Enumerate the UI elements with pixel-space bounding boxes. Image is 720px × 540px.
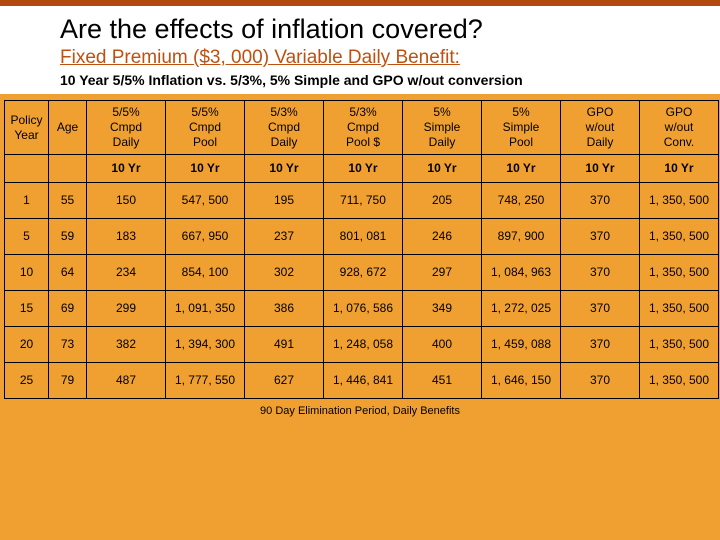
header-band: Are the effects of inflation covered? Fi… — [0, 0, 720, 94]
table-cell: 627 — [245, 363, 324, 399]
table-row: 559183667, 950237801, 081246897, 9003701… — [5, 219, 719, 255]
table-row: 25794871, 777, 5506271, 446, 8414511, 64… — [5, 363, 719, 399]
table-cell: 1, 350, 500 — [640, 363, 719, 399]
table-cell: 1, 248, 058 — [324, 327, 403, 363]
table-cell: 20 — [5, 327, 49, 363]
table-cell: Age — [49, 101, 87, 155]
table-cell: 801, 081 — [324, 219, 403, 255]
table-cell: 854, 100 — [166, 255, 245, 291]
table-cell: 1, 350, 500 — [640, 291, 719, 327]
table-row: 15692991, 091, 3503861, 076, 5863491, 27… — [5, 291, 719, 327]
table-cell: 5/3%CmpdPool $ — [324, 101, 403, 155]
table-cell: 928, 672 — [324, 255, 403, 291]
table-cell: 1, 076, 586 — [324, 291, 403, 327]
table-container: PolicyYearAge5/5%CmpdDaily5/5%CmpdPool5/… — [0, 94, 720, 419]
table-cell: GPOw/outDaily — [561, 101, 640, 155]
table-cell: 370 — [561, 291, 640, 327]
table-cell: 487 — [87, 363, 166, 399]
footer-note: 90 Day Elimination Period, Daily Benefit… — [4, 405, 716, 417]
table-cell: GPOw/outConv. — [640, 101, 719, 155]
table-cell: 10 — [5, 255, 49, 291]
table-cell: 10 Yr — [166, 155, 245, 183]
table-cell: 5/3%CmpdDaily — [245, 101, 324, 155]
table-cell: 5/5%CmpdPool — [166, 101, 245, 155]
table-cell: 1 — [5, 183, 49, 219]
table-cell: 234 — [87, 255, 166, 291]
table-cell: 25 — [5, 363, 49, 399]
table-cell: 1, 350, 500 — [640, 327, 719, 363]
table-cell: 748, 250 — [482, 183, 561, 219]
table-cell: 10 Yr — [245, 155, 324, 183]
table-row: 1064234854, 100302928, 6722971, 084, 963… — [5, 255, 719, 291]
table-cell: 302 — [245, 255, 324, 291]
table-cell: 386 — [245, 291, 324, 327]
table-cell: 150 — [87, 183, 166, 219]
table-cell: 73 — [49, 327, 87, 363]
page-subtitle2: 10 Year 5/5% Inflation vs. 5/3%, 5% Simp… — [60, 72, 700, 88]
table-cell: 10 Yr — [640, 155, 719, 183]
table-cell: 195 — [245, 183, 324, 219]
table-cell: 897, 900 — [482, 219, 561, 255]
table-cell: 5 — [5, 219, 49, 255]
table-cell: 79 — [49, 363, 87, 399]
table-cell: 1, 350, 500 — [640, 255, 719, 291]
table-cell: 1, 777, 550 — [166, 363, 245, 399]
table-cell: 183 — [87, 219, 166, 255]
page-subtitle: Fixed Premium ($3, 000) Variable Daily B… — [60, 47, 700, 69]
table-cell: 491 — [245, 327, 324, 363]
table-cell: 10 Yr — [324, 155, 403, 183]
table-cell: 1, 091, 350 — [166, 291, 245, 327]
table-cell: 451 — [403, 363, 482, 399]
table-cell: 246 — [403, 219, 482, 255]
table-cell: 10 Yr — [87, 155, 166, 183]
table-cell: 400 — [403, 327, 482, 363]
table-cell: 69 — [49, 291, 87, 327]
table-cell — [5, 155, 49, 183]
table-cell: 10 Yr — [482, 155, 561, 183]
table-cell: 299 — [87, 291, 166, 327]
table-cell: 297 — [403, 255, 482, 291]
table-cell: 15 — [5, 291, 49, 327]
table-cell: 5%SimplePool — [482, 101, 561, 155]
table-cell: 1, 446, 841 — [324, 363, 403, 399]
table-cell: 1, 272, 025 — [482, 291, 561, 327]
table-cell: 370 — [561, 363, 640, 399]
table-cell: 205 — [403, 183, 482, 219]
table-cell: 64 — [49, 255, 87, 291]
table-cell: 10 Yr — [561, 155, 640, 183]
table-row: 155150547, 500195711, 750205748, 2503701… — [5, 183, 719, 219]
table-cell: PolicyYear — [5, 101, 49, 155]
inflation-table: PolicyYearAge5/5%CmpdDaily5/5%CmpdPool5/… — [4, 100, 719, 399]
table-cell: 667, 950 — [166, 219, 245, 255]
table-cell: 382 — [87, 327, 166, 363]
table-cell: 5%SimpleDaily — [403, 101, 482, 155]
table-header-row: PolicyYearAge5/5%CmpdDaily5/5%CmpdPool5/… — [5, 101, 719, 155]
table-cell: 349 — [403, 291, 482, 327]
table-cell: 547, 500 — [166, 183, 245, 219]
table-cell: 1, 350, 500 — [640, 219, 719, 255]
table-cell: 59 — [49, 219, 87, 255]
table-cell: 1, 459, 088 — [482, 327, 561, 363]
table-cell: 370 — [561, 219, 640, 255]
table-cell: 55 — [49, 183, 87, 219]
table-cell: 711, 750 — [324, 183, 403, 219]
page-title: Are the effects of inflation covered? — [60, 14, 700, 45]
table-cell: 1, 646, 150 — [482, 363, 561, 399]
table-cell — [49, 155, 87, 183]
table-cell: 370 — [561, 255, 640, 291]
table-cell: 10 Yr — [403, 155, 482, 183]
table-cell: 370 — [561, 183, 640, 219]
table-cell: 370 — [561, 327, 640, 363]
table-cell: 5/5%CmpdDaily — [87, 101, 166, 155]
table-cell: 1, 394, 300 — [166, 327, 245, 363]
table-cell: 1, 350, 500 — [640, 183, 719, 219]
table-header-row: 10 Yr10 Yr10 Yr10 Yr10 Yr10 Yr10 Yr10 Yr — [5, 155, 719, 183]
table-row: 20733821, 394, 3004911, 248, 0584001, 45… — [5, 327, 719, 363]
table-cell: 237 — [245, 219, 324, 255]
table-cell: 1, 084, 963 — [482, 255, 561, 291]
